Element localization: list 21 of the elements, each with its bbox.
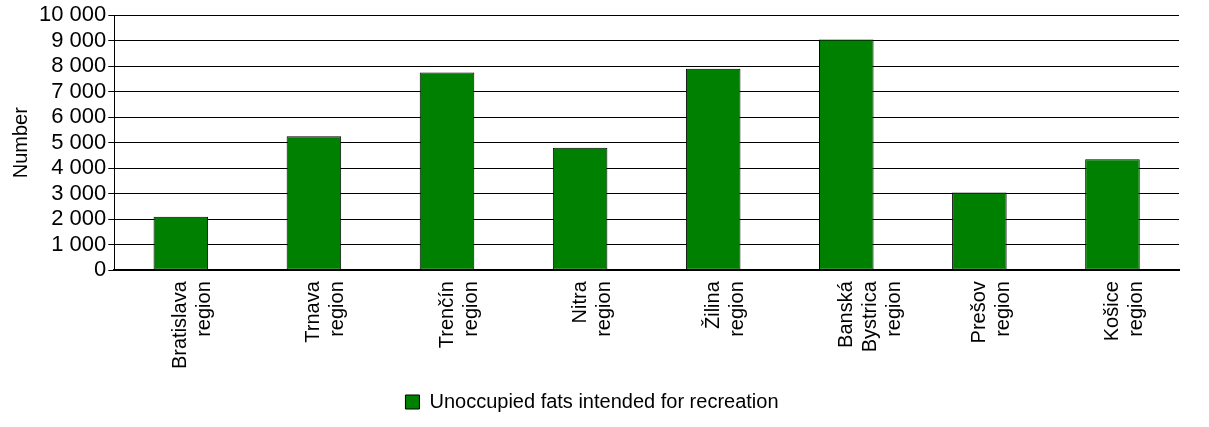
y-tick-label: 2 000 [51,205,107,231]
y-tick-label: 6 000 [51,103,107,129]
x-tick-label: Žilina region [700,280,747,337]
x-tick-label: Bratislava region [168,280,215,369]
y-tick-label: 4 000 [51,154,107,180]
y-tick-label: 8 000 [51,52,107,78]
legend-label: Unoccupied fats intended for recreation [429,389,779,412]
y-axis-title: Number [8,106,31,179]
x-tick-label: Nitra region [567,280,614,337]
y-tick-label: 3 000 [51,179,107,205]
y-tick-label: 10 000 [38,1,107,27]
x-tick-label: Trnava region [301,280,348,343]
y-tick-label: 0 [94,256,107,282]
y-tick-label: 7 000 [51,77,107,103]
y-tick-label: 1 000 [51,230,107,256]
x-tick-label: Košice region [1099,281,1146,342]
y-tick-label: 5 000 [51,128,107,154]
x-tick-label: Prešov region [966,281,1013,344]
x-tick-label: Trenčín region [434,281,481,349]
x-tick-label: Banská Bystrica region [833,280,904,353]
y-tick-label: 9 000 [51,26,107,52]
